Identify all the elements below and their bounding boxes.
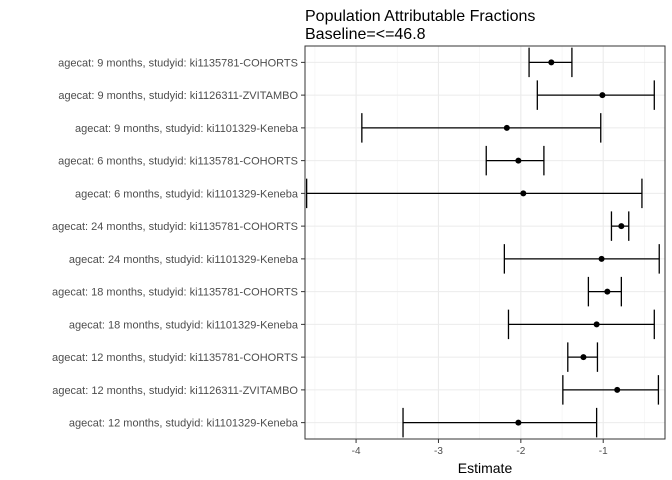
- chart-subtitle: Baseline=<=46.8: [305, 26, 426, 43]
- y-tick-label: agecat: 12 months, studyid: ki1101329-Ke…: [69, 418, 299, 430]
- estimate-point: [548, 59, 555, 66]
- grid-lines: [305, 46, 665, 439]
- y-tick-label: agecat: 9 months, studyid: ki1126311-ZVI…: [58, 90, 298, 102]
- x-tick-label: -4: [352, 446, 361, 457]
- y-tick-label: agecat: 12 months, studyid: ki1135781-CO…: [52, 352, 298, 364]
- y-tick-label: agecat: 6 months, studyid: ki1135781-COH…: [58, 156, 298, 168]
- error-bars: [305, 47, 660, 438]
- estimate-point: [520, 190, 527, 197]
- x-axis-label: Estimate: [458, 460, 513, 476]
- estimate-point: [503, 124, 510, 131]
- chart-title: Population Attributable Fractions: [305, 8, 535, 25]
- x-tick-label: -2: [516, 446, 525, 457]
- plot-panel-border: [304, 45, 666, 440]
- y-tick-label: agecat: 12 months, studyid: ki1126311-ZV…: [52, 385, 298, 397]
- y-tick-label: agecat: 18 months, studyid: ki1101329-Ke…: [69, 319, 299, 331]
- estimate-point: [614, 386, 621, 393]
- y-tick-label: agecat: 18 months, studyid: ki1135781-CO…: [52, 287, 298, 299]
- y-tick-label: agecat: 24 months, studyid: ki1101329-Ke…: [69, 254, 299, 266]
- y-tick-label: agecat: 24 months, studyid: ki1135781-CO…: [52, 221, 298, 233]
- estimate-point: [580, 354, 587, 361]
- estimate-point: [515, 419, 522, 426]
- estimate-point: [599, 92, 606, 99]
- x-axis: -4 -3 -2 -1: [352, 439, 608, 457]
- y-tick-label: agecat: 9 months, studyid: ki1101329-Ken…: [75, 123, 299, 135]
- y-tick-label: agecat: 6 months, studyid: ki1101329-Ken…: [75, 188, 299, 200]
- y-tick-label: agecat: 9 months, studyid: ki1135781-COH…: [58, 57, 298, 69]
- y-axis: agecat: 9 months, studyid: ki1135781-COH…: [52, 57, 305, 430]
- plot-background: [305, 46, 665, 439]
- estimate-point: [618, 223, 625, 230]
- x-tick-label: -3: [434, 446, 443, 457]
- x-tick-label: -1: [599, 446, 608, 457]
- estimate-point: [593, 321, 600, 328]
- estimate-point: [515, 157, 522, 164]
- estimate-point: [598, 255, 605, 262]
- estimate-point: [604, 288, 611, 295]
